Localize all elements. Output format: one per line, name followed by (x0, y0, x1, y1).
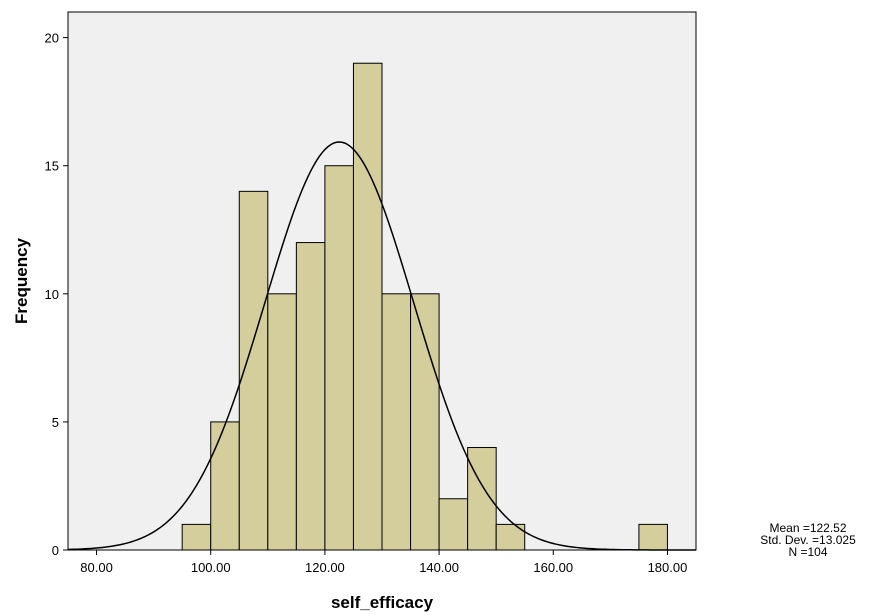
histogram-bar (410, 293, 440, 551)
y-tick-label: 5 (52, 415, 59, 430)
x-tick-label: 140.00 (419, 560, 459, 575)
summary-statistics: Mean =122.52 Std. Dev. =13.025 N =104 (738, 522, 878, 558)
x-axis: 80.00 100.00 120.00 140.00 160.00 180.00 (80, 550, 687, 575)
histogram-bar (438, 498, 469, 551)
y-tick-label: 20 (45, 31, 59, 46)
mean-label: Mean =122.52 (769, 521, 847, 535)
histogram-bar (267, 293, 297, 551)
x-axis-title: self_efficacy (331, 593, 434, 612)
histogram-bar (324, 165, 354, 551)
x-tick-label: 180.00 (648, 560, 688, 575)
histogram-bar (210, 421, 240, 551)
n-label: N =104 (788, 545, 828, 559)
y-tick-label: 10 (45, 287, 59, 302)
y-axis: 0 5 10 15 20 (45, 31, 68, 558)
histogram-bar (638, 523, 668, 551)
x-tick-label: 120.00 (305, 560, 345, 575)
y-tick-label: 0 (52, 543, 59, 558)
std-dev-label: Std. Dev. =13.025 (760, 533, 856, 547)
histogram-bar (295, 242, 326, 551)
histogram-bar (352, 62, 383, 551)
normal-curve (67, 141, 696, 551)
x-tick-label: 100.00 (191, 560, 231, 575)
histogram-bar (467, 447, 497, 551)
histogram-bar (381, 293, 412, 551)
x-tick-label: 80.00 (80, 560, 113, 575)
y-tick-label: 15 (45, 159, 59, 174)
histogram-bar (181, 523, 212, 551)
x-tick-label: 160.00 (533, 560, 573, 575)
y-axis-title: Frequency (12, 237, 31, 324)
